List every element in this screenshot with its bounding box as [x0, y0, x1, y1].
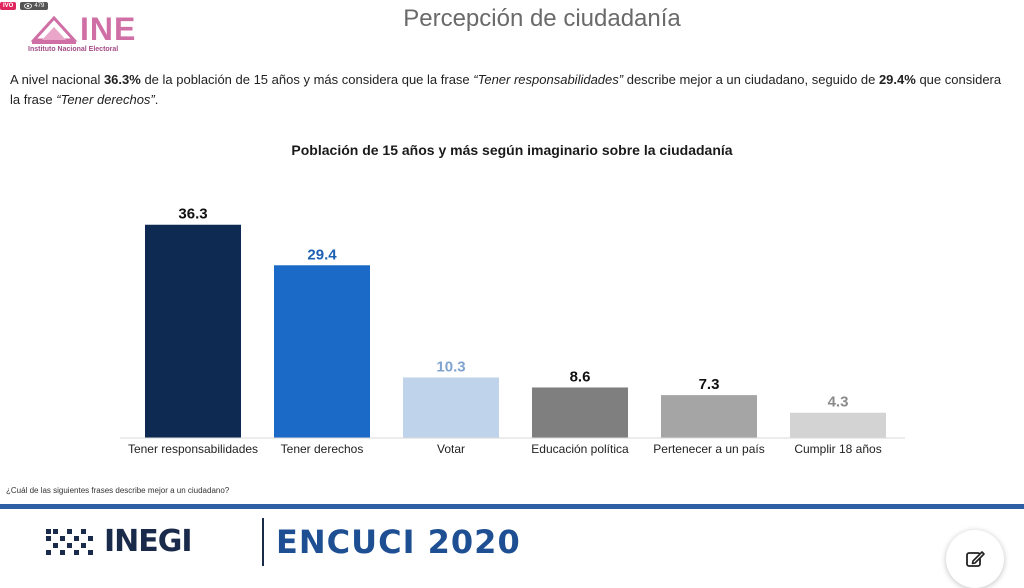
category-label-0: Tener responsabilidades — [128, 442, 258, 456]
bar-chart: 36.3 Tener responsabilidades 29.4 Tener der… — [120, 206, 905, 456]
bar-0 — [145, 224, 241, 438]
category-label-1: Tener derechos — [281, 442, 364, 456]
bar-1 — [274, 265, 370, 438]
ine-logo: INE Instituto Nacional Electoral — [28, 12, 168, 56]
viewer-count-value: 479 — [34, 3, 45, 9]
data-label-2: 10.3 — [436, 358, 465, 375]
intro-text-2: de la población de 15 años y más conside… — [140, 72, 474, 87]
bar-4 — [661, 395, 757, 438]
data-label-4: 7.3 — [699, 376, 720, 393]
category-label-5: Cumplir 18 años — [794, 442, 881, 456]
intro-italic-2: “Tener derechos” — [56, 92, 155, 107]
inegi-logo: INEGI — [46, 524, 193, 559]
survey-name: ENCUCI 2020 — [276, 523, 521, 561]
category-label-4: Pertenecer a un país — [653, 442, 764, 456]
intro-bold-2: 29.4% — [878, 72, 916, 87]
ine-logo-word: INE — [80, 11, 137, 47]
chart-title: Población de 15 años y más según imagina… — [291, 142, 733, 158]
stream-badge: IVO 479 — [0, 2, 49, 10]
inegi-logo-word: INEGI — [104, 524, 193, 559]
intro-text-1: A nivel nacional — [10, 72, 104, 87]
edit-icon — [966, 551, 985, 567]
bar-3 — [532, 387, 628, 438]
category-label-2: Votar — [437, 442, 465, 456]
live-label: IVO — [0, 2, 17, 10]
intro-text-4: que considera la frase — [10, 72, 1002, 107]
page-title: Percepción de ciudadanía — [403, 5, 681, 32]
bar-2 — [403, 377, 499, 438]
footer-bar — [0, 509, 1024, 574]
intro-text-5: . — [154, 92, 159, 107]
footer-separator — [262, 518, 264, 566]
intro-text-3: describe mejor a un ciudadano, seguido d… — [623, 72, 879, 87]
edit-button[interactable] — [946, 530, 1004, 588]
data-label-5: 4.3 — [828, 394, 849, 411]
viewer-count: 479 — [20, 2, 49, 10]
inegi-mark-icon — [46, 528, 93, 555]
eye-icon — [24, 3, 33, 9]
data-label-0: 36.3 — [178, 206, 207, 223]
data-label-3: 8.6 — [570, 368, 591, 385]
bar-5 — [790, 412, 886, 438]
intro-italic-1: “Tener responsabilidades” — [473, 72, 624, 87]
intro-paragraph: A nivel nacional 36.3% de la población d… — [10, 70, 1010, 110]
ine-logo-subtitle: Instituto Nacional Electoral — [28, 46, 119, 53]
data-label-1: 29.4 — [307, 246, 337, 263]
intro-bold-1: 36.3% — [103, 72, 141, 87]
category-label-3: Educación política — [531, 442, 629, 456]
footer-divider — [0, 504, 1024, 509]
ine-emblem-icon — [30, 15, 78, 44]
survey-question-footnote: ¿Cuál de las siguientes frases describe … — [6, 486, 230, 495]
